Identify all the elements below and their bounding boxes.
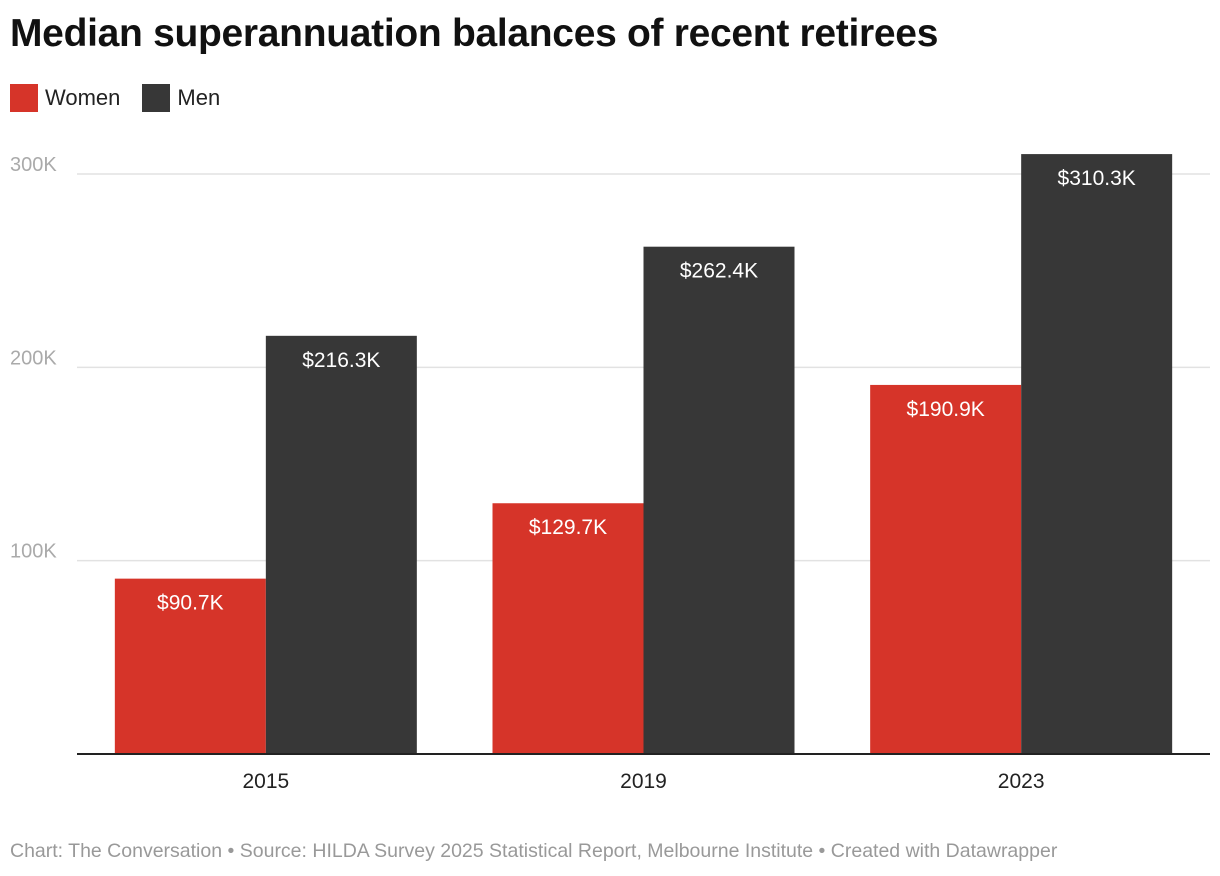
data-label: $190.9K xyxy=(907,398,985,421)
chart-footer: Chart: The Conversation • Source: HILDA … xyxy=(10,840,1058,862)
y-tick-label: 200K xyxy=(10,347,57,369)
data-label: $129.7K xyxy=(529,516,607,539)
x-tick-label: 2019 xyxy=(620,770,667,793)
legend-item-women: Women xyxy=(10,84,120,112)
y-tick-label: 100K xyxy=(10,541,57,563)
legend-swatch-women xyxy=(10,84,38,112)
y-tick-label: 300K xyxy=(10,154,57,176)
data-label: $90.7K xyxy=(157,592,224,615)
legend-label-men: Men xyxy=(177,85,221,110)
data-label: $262.4K xyxy=(680,260,758,283)
legend-item-men: Men xyxy=(142,84,220,112)
data-label: $310.3K xyxy=(1058,167,1136,190)
chart-title: Median superannuation balances of recent… xyxy=(10,12,939,55)
bar-men xyxy=(1021,154,1173,754)
bar-men xyxy=(265,335,417,754)
bar-men xyxy=(643,246,795,754)
x-tick-label: 2015 xyxy=(242,770,289,793)
bar-women xyxy=(870,384,1022,754)
legend: Women Men xyxy=(10,84,242,112)
legend-swatch-men xyxy=(142,84,171,112)
x-tick-label: 2023 xyxy=(998,770,1045,793)
legend-label-women: Women xyxy=(45,85,121,110)
data-label: $216.3K xyxy=(302,349,380,372)
bar-women xyxy=(492,503,644,754)
bar-women xyxy=(114,578,266,754)
